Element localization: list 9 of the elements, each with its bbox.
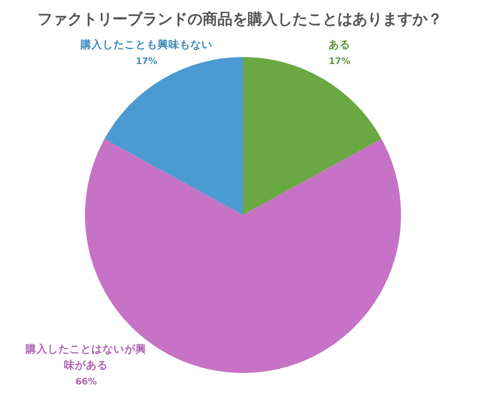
slice-label: 購入したことはないが興味がある <box>24 342 147 372</box>
data-label: 17% <box>136 56 158 67</box>
pie-slice <box>104 57 243 215</box>
pie-slice <box>243 57 382 215</box>
slice-label: 購入したことも興味もない <box>79 38 212 51</box>
chart-title: ファクトリーブランドの商品を購入したことはありますか？ <box>38 10 442 28</box>
slice-label: ある <box>328 38 351 51</box>
data-label: 66% <box>75 377 97 388</box>
data-label: 17% <box>328 56 350 67</box>
